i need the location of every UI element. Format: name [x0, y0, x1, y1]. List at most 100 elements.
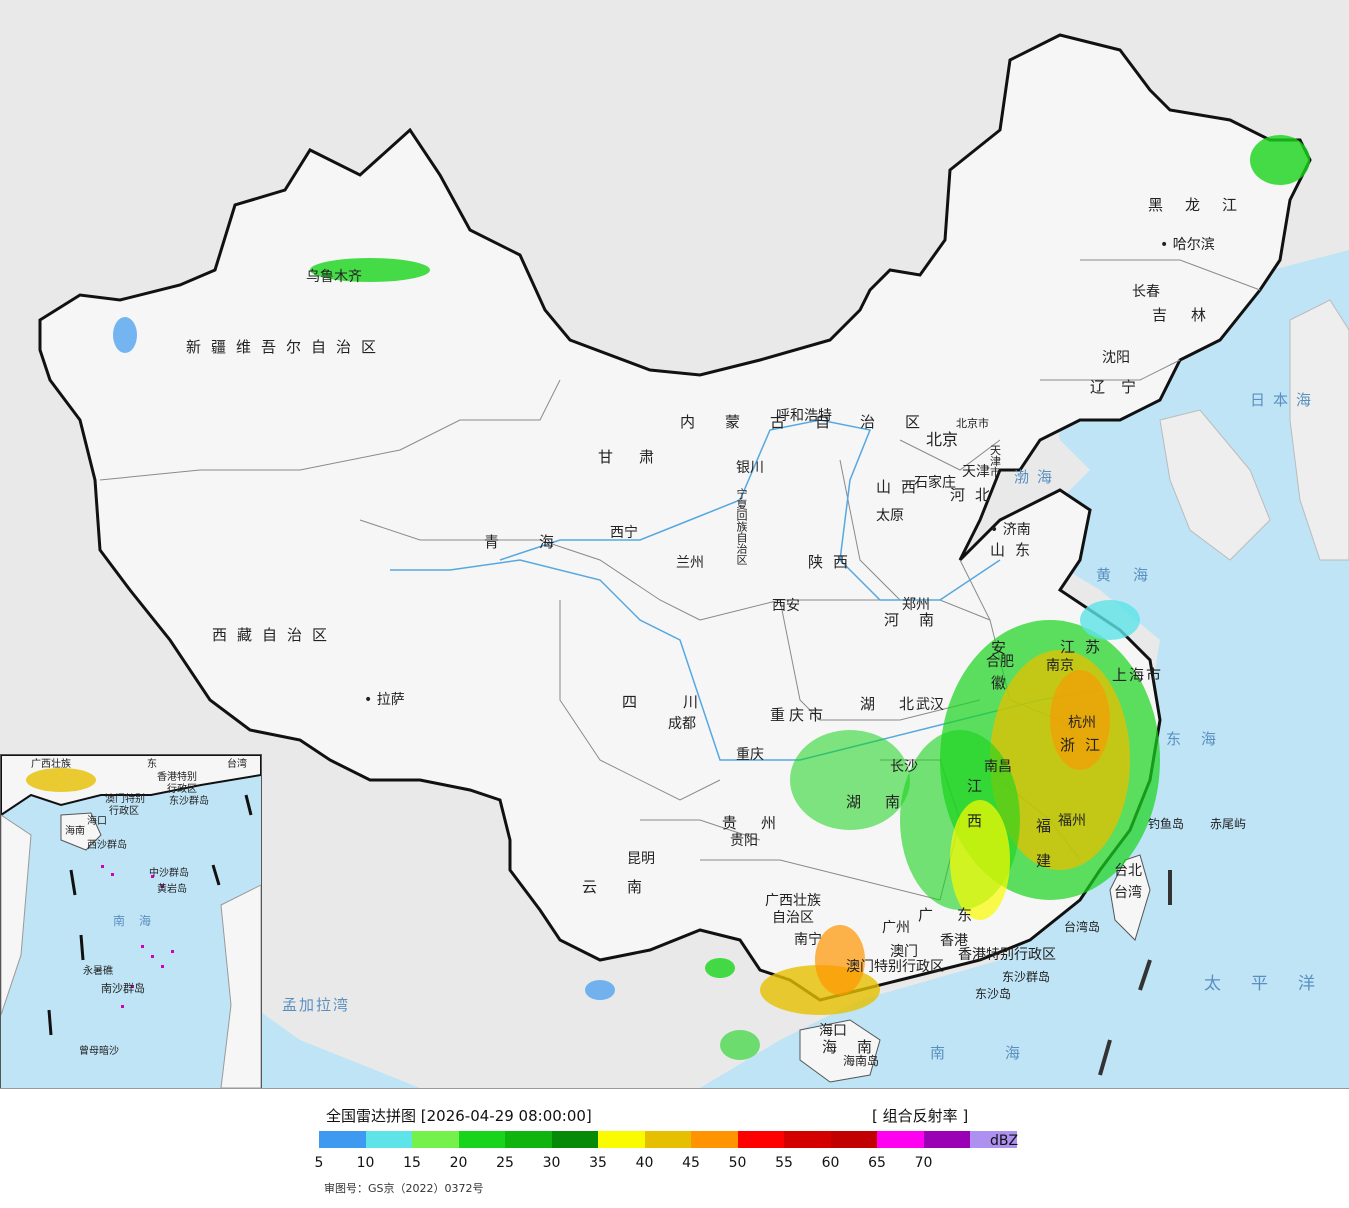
- legend-tick-label: 5: [314, 1155, 324, 1171]
- island-diaoyu: 钓鱼岛: [1148, 817, 1185, 831]
- city-yinchuan: 银川: [736, 460, 764, 476]
- legend-title: 全国雷达拼图 [2026-04-29 08:00:00]: [326, 1107, 592, 1125]
- city-fuzhou: 福州: [1058, 813, 1086, 829]
- region-fujian: 福建: [1034, 818, 1052, 888]
- city-xian: 西安: [772, 598, 800, 614]
- legend-tick-label: 65: [868, 1155, 886, 1171]
- legend-swatch: [598, 1131, 645, 1148]
- taiwan-island: [1109, 854, 1151, 941]
- sea-japan: 日本海: [1250, 391, 1320, 409]
- region-heilongjiang: 黑龙江: [1148, 196, 1260, 214]
- inset-nansha: 南沙群岛: [101, 982, 145, 995]
- city-hefei: 合肥: [986, 654, 1014, 670]
- city-changchun: 长春: [1132, 284, 1160, 300]
- city-taiyuan: 太原: [876, 508, 904, 524]
- sea-taipingyang: 太平洋: [1204, 974, 1345, 994]
- city-zhengzhou: 郑州: [902, 597, 930, 613]
- city-beijingshi: 北京市: [956, 417, 989, 430]
- map-canvas: [0, 33, 1349, 1088]
- legend-tick-label: 15: [403, 1155, 421, 1171]
- legend-swatch: [319, 1131, 366, 1148]
- inset-zengmu: 曾母暗沙: [79, 1046, 119, 1057]
- legend-tick-label: 20: [449, 1155, 468, 1171]
- legend-tick-label: 60: [821, 1155, 840, 1171]
- region-jiangxi: 江西: [965, 778, 983, 848]
- legend-swatch: [830, 1131, 877, 1148]
- color-scale-bar: [319, 1131, 1017, 1148]
- legend-tick-label: 45: [682, 1155, 700, 1171]
- city-shijiazhuang: 石家庄: [914, 475, 956, 491]
- region-macau: 澳门特别行政区: [846, 959, 944, 975]
- city-wuhan: 武汉: [916, 697, 944, 713]
- region-hubei: 湖北: [860, 695, 939, 713]
- city-jinan: 济南: [990, 523, 1031, 537]
- region-jiangsu: 江苏: [1060, 638, 1111, 656]
- region-yunnan: 云南: [582, 878, 673, 896]
- sea-bohai: 渤海: [1014, 468, 1061, 486]
- region-henan: 河南: [884, 611, 955, 629]
- city-haerbin: 哈尔滨: [1160, 238, 1215, 252]
- legend-swatch: [551, 1131, 598, 1148]
- region-liaoning: 辽宁: [1090, 378, 1153, 396]
- island-taiwan: 台湾岛: [1064, 920, 1101, 934]
- city-aomen: 澳门: [890, 944, 918, 960]
- radar-map[interactable]: 新疆维吾尔自治区 西藏自治区 青海 甘肃 内蒙古自治区 黑龙江 吉林 辽宁 河北…: [0, 0, 1349, 1089]
- city-chengdu: 成都: [668, 716, 696, 732]
- legend-unit: dBZ: [990, 1133, 1019, 1149]
- city-nanchang: 南昌: [984, 759, 1012, 775]
- island-dongsha-dao: 东沙岛: [975, 987, 1012, 1001]
- sea-donghai: 东海: [1166, 730, 1237, 748]
- region-taiwan: 台湾: [1114, 885, 1142, 901]
- region-ningxia: 宁夏回族自治区: [735, 488, 748, 565]
- inset-yongshu: 永暑礁: [83, 966, 113, 977]
- region-hainan: 海南: [822, 1038, 893, 1056]
- city-nanjing: 南京: [1046, 658, 1074, 674]
- city-guiyang: 贵阳: [730, 833, 758, 849]
- inset-huangyan: 黄岩岛: [157, 884, 187, 895]
- legend-panel: 全国雷达拼图 [2026-04-29 08:00:00] [ 组合反射率 ] d…: [0, 1089, 1349, 1208]
- inset-hainan: 海南: [65, 826, 85, 837]
- south-china-sea-inset: 广西壮族 东 台湾 香港特别 行政区 澳门特别 行政区 东沙群岛 海口 海南 西…: [0, 754, 262, 1088]
- product-type: [ 组合反射率 ]: [872, 1107, 969, 1125]
- maritime-lines: [1098, 870, 1172, 1076]
- island-chiwei: 赤尾屿: [1210, 817, 1247, 831]
- region-hongkong: 香港特别行政区: [958, 947, 1056, 963]
- island-dongsha: 东沙群岛: [1002, 970, 1051, 984]
- city-changsha: 长沙: [890, 759, 918, 775]
- region-guangxi: 广西壮族自治区: [765, 893, 821, 926]
- inset-taiwan: 台湾: [227, 759, 247, 770]
- city-tianjinshi: 天津市: [990, 444, 1001, 479]
- legend-swatch: [365, 1131, 412, 1148]
- inset-haikou: 海口: [87, 816, 107, 827]
- sea-huanghai: 黄海: [1096, 566, 1171, 584]
- legend-swatch: [458, 1131, 505, 1148]
- city-lanzhou: 兰州: [676, 555, 704, 571]
- city-nanning: 南宁: [794, 932, 822, 948]
- city-xianggang: 香港: [940, 933, 968, 949]
- legend-tick-label: 35: [589, 1155, 607, 1171]
- region-zhejiang: 浙江: [1060, 736, 1111, 754]
- legend-swatch: [412, 1131, 459, 1148]
- city-kunming: 昆明: [627, 851, 655, 867]
- city-wulumuqi: 乌鲁木齐: [306, 269, 362, 285]
- region-shanxi: 山西: [876, 478, 927, 496]
- japan-land: [1289, 299, 1349, 561]
- region-xizang: 西藏自治区: [212, 626, 338, 644]
- region-gansu: 甘肃: [598, 448, 681, 466]
- legend-swatch: [923, 1131, 970, 1148]
- city-huhehaote: 呼和浩特: [776, 408, 832, 424]
- inset-dongsha: 东沙群岛: [169, 796, 209, 807]
- city-taibei: 台北: [1114, 863, 1142, 879]
- inset-guangdong: 东: [147, 759, 157, 770]
- inset-nanhai: 南海: [113, 914, 166, 928]
- city-lasa: 拉萨: [364, 693, 405, 707]
- city-guangzhou: 广州: [882, 920, 910, 936]
- city-hangzhou: 杭州: [1068, 715, 1096, 731]
- radar-echoes: [113, 135, 1310, 1060]
- legend-swatch: [877, 1131, 924, 1148]
- legend-tick-label: 25: [496, 1155, 514, 1171]
- region-anhui: 安徽: [989, 640, 1007, 710]
- legend-swatch: [970, 1131, 1017, 1148]
- legend-tick-label: 70: [914, 1155, 933, 1171]
- city-tianjin: 天津: [962, 464, 990, 480]
